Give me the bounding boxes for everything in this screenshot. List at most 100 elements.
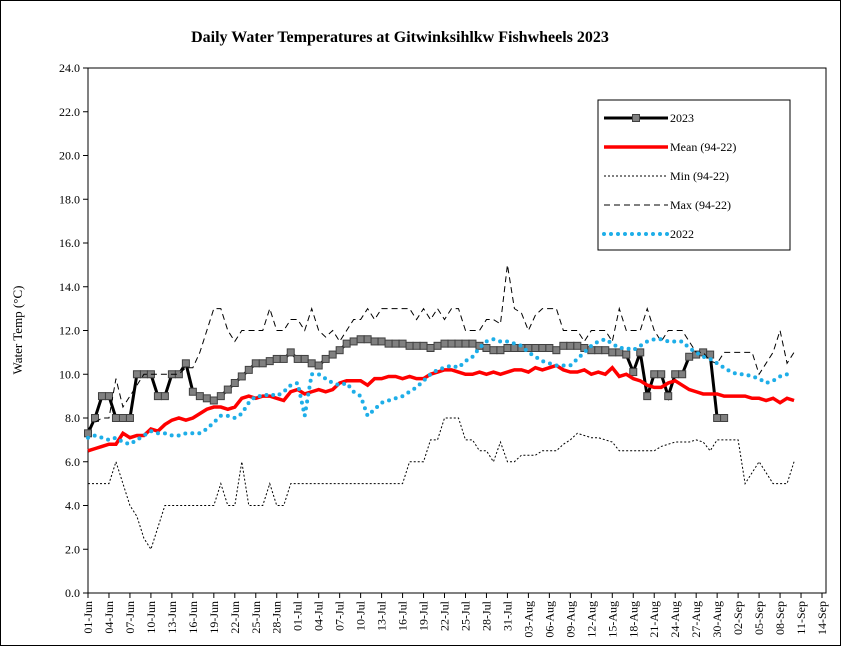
x-tick-label: 01-Jun: [81, 601, 95, 634]
data-point: [496, 346, 505, 355]
data-point: [594, 346, 603, 355]
data-point: [153, 392, 162, 401]
data-point: [335, 346, 344, 355]
data-point: [685, 352, 694, 361]
series-line: [86, 337, 790, 447]
x-tick-label: 18-Aug: [626, 601, 640, 638]
data-point: [412, 341, 421, 350]
data-point: [573, 341, 582, 350]
data-point: [104, 392, 113, 401]
x-tick-label: 04-Jun: [102, 601, 116, 634]
data-point: [440, 339, 449, 348]
data-point: [405, 341, 414, 350]
legend-label: 2023: [670, 111, 694, 125]
data-point: [272, 354, 281, 363]
series-line: [87, 264, 795, 430]
data-point: [125, 414, 134, 422]
data-point: [265, 357, 274, 366]
data-point: [90, 414, 99, 422]
y-tick-label: 10.0: [59, 367, 80, 381]
data-point: [566, 341, 575, 350]
x-tick-label: 13-Jul: [375, 600, 389, 631]
data-point: [258, 359, 267, 368]
data-point: [342, 339, 351, 348]
data-point: [230, 379, 239, 387]
x-tick-label: 10-Jun: [144, 601, 158, 634]
data-point: [97, 392, 106, 401]
legend-label: Min (94-22): [670, 169, 729, 183]
data-point: [664, 392, 673, 401]
data-point: [433, 341, 442, 350]
data-point: [636, 348, 645, 357]
y-tick-label: 16.0: [59, 236, 80, 250]
x-tick-label: 12-Aug: [584, 601, 598, 638]
y-tick-label: 18.0: [59, 192, 80, 206]
data-point: [391, 339, 400, 348]
data-point: [671, 370, 680, 379]
data-point: [118, 414, 127, 422]
y-tick-label: 20.0: [59, 149, 80, 163]
data-point: [426, 344, 435, 352]
x-tick-label: 07-Jun: [123, 601, 137, 634]
data-point: [650, 370, 659, 379]
data-point: [545, 344, 554, 352]
x-tick-label: 19-Jul: [417, 600, 431, 631]
y-tick-label: 4.0: [65, 499, 80, 513]
data-point: [419, 341, 428, 350]
data-point: [244, 365, 253, 374]
x-tick-label: 27-Aug: [689, 601, 703, 638]
y-tick-label: 22.0: [59, 105, 80, 119]
data-point: [510, 344, 519, 352]
data-point: [601, 346, 610, 355]
data-point: [363, 335, 372, 344]
data-point: [552, 346, 561, 355]
x-tick-label: 19-Jun: [207, 601, 221, 634]
x-tick-label: 22-Jun: [228, 601, 242, 634]
x-tick-label: 06-Aug: [542, 601, 556, 638]
x-tick-label: 01-Jul: [291, 600, 305, 631]
data-point: [293, 354, 302, 363]
data-point: [300, 354, 309, 363]
data-point: [720, 414, 729, 422]
data-point: [321, 354, 330, 363]
y-tick-label: 12.0: [59, 324, 80, 338]
legend-box: [597, 99, 791, 251]
x-tick-label: 21-Aug: [647, 601, 661, 638]
x-tick-label: 15-Aug: [605, 601, 619, 638]
legend-label: Mean (94-22): [670, 140, 736, 154]
data-point: [223, 385, 232, 394]
data-point: [216, 392, 225, 401]
data-point: [447, 339, 456, 348]
series-line: [88, 417, 795, 551]
data-point: [237, 372, 246, 381]
data-point: [559, 341, 568, 350]
y-tick-label: 6.0: [65, 455, 80, 469]
x-tick-label: 07-Jul: [333, 600, 347, 631]
data-point: [195, 392, 204, 401]
y-tick-label: 8.0: [65, 411, 80, 425]
x-tick-label: 13-Jun: [165, 601, 179, 634]
x-tick-label: 03-Aug: [521, 601, 535, 638]
data-point: [160, 392, 169, 401]
data-point: [111, 414, 120, 422]
data-point: [349, 337, 358, 346]
data-point: [398, 339, 407, 348]
legend-label: 2022: [670, 227, 694, 241]
data-point: [531, 344, 540, 352]
data-point: [503, 344, 512, 352]
data-point: [370, 337, 379, 346]
x-tick-label: 16-Jul: [396, 600, 410, 631]
y-axis-label: Water Temp (°C): [10, 286, 25, 375]
data-point: [454, 339, 463, 348]
data-point: [251, 359, 260, 368]
x-tick-label: 31-Jul: [500, 600, 514, 631]
x-tick-label: 24-Aug: [668, 601, 682, 638]
data-point: [678, 370, 687, 379]
x-tick-label: 02-Sep: [731, 601, 745, 635]
data-point: [307, 359, 316, 368]
data-point: [713, 414, 722, 422]
x-tick-label: 05-Sep: [752, 601, 766, 635]
data-point: [328, 350, 337, 359]
